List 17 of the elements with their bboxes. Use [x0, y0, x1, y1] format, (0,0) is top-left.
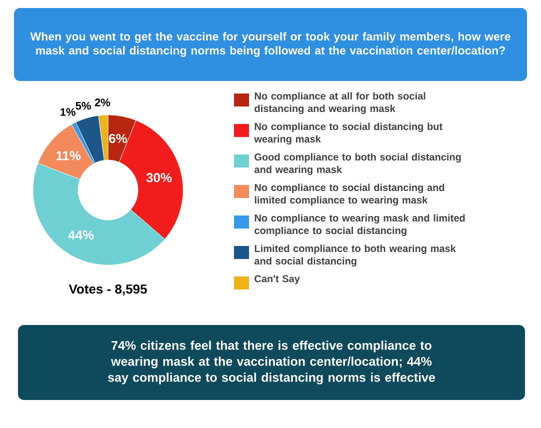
data-label: 30% — [146, 173, 172, 182]
legend-label: Can't Say — [254, 275, 300, 284]
legend-label: No compliance to social distancing but wearing mask — [254, 122, 442, 145]
data-label: 11% — [56, 151, 81, 160]
data-label: 5% — [76, 102, 91, 110]
chart-title: When you went to get the vaccine for yourself or took your family members, how were mask and social distancing norms being followed at the vaccination center/location? — [30, 32, 510, 57]
legend-label: No compliance to wearing mask and limited compliance to social distancing — [254, 214, 465, 236]
legend-label: Limited compliance to both wearing mask and social distancing — [254, 244, 456, 267]
data-label: 44% — [68, 230, 94, 240]
legend-label: No compliance at all for both social distancing and wearing mask — [254, 92, 426, 114]
data-label: 1% — [60, 108, 76, 116]
legend-label: Good compliance to both social distancing and wearing mask — [254, 153, 461, 176]
text: 74% citizens feel that there is effective compliance to wearing mask at the vaccination center/location; 44% say compliance to social distancing norms is effective — [108, 340, 436, 384]
legend-label: No compliance to social distancing and limited compliance to wearing mask — [254, 184, 444, 206]
text: Votes - 8,595 — [68, 284, 147, 296]
data-label: 6% — [109, 134, 127, 144]
data-label: 2% — [94, 98, 110, 106]
